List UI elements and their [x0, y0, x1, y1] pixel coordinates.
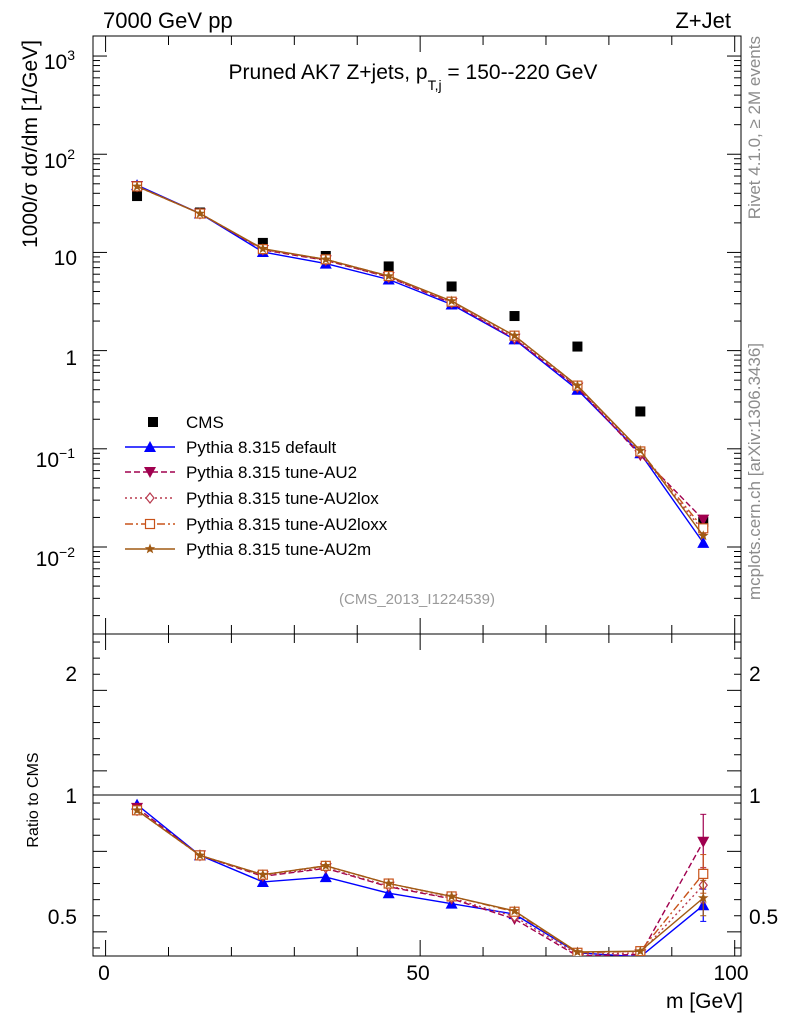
series-line — [136, 185, 704, 537]
main-y-axis-label: 1000/σ dσ/dm [1/GeV] — [19, 40, 42, 248]
data-point — [132, 191, 143, 202]
ratio-point — [698, 892, 709, 903]
ratio-line — [136, 809, 704, 956]
mcplots-label: mcplots.cern.ch [arXiv:1306.3436] — [745, 343, 764, 600]
legend-label-default: Pythia 8.315 default — [186, 438, 337, 457]
main-series-group — [131, 179, 710, 548]
title-prefix: Pruned AK7 Z+jets, p — [229, 61, 428, 84]
ratio-series-0 — [131, 798, 710, 956]
header-right: Z+Jet — [675, 8, 731, 33]
ytick-1: 1 — [65, 347, 77, 370]
ratio-ytick-2: 2 — [65, 663, 77, 686]
legend: CMS Pythia 8.315 default Pythia 8.315 tu… — [125, 413, 388, 559]
ytick-10: 10 — [54, 247, 77, 270]
series-line — [136, 185, 704, 532]
data-point — [697, 536, 710, 548]
ratio-point — [509, 905, 520, 916]
ratio-point — [698, 868, 709, 879]
data-point — [635, 445, 646, 455]
ratio-series-4 — [131, 804, 709, 956]
series-line — [136, 185, 704, 521]
ratio-line — [136, 809, 704, 954]
ratio-axis-ticks — [93, 634, 741, 956]
series-3 — [132, 180, 709, 538]
data-point — [572, 380, 583, 391]
x-axis-label: m [GeV] — [666, 990, 743, 1013]
legend-marker — [144, 518, 156, 530]
data-point — [509, 330, 520, 341]
ytick-1e2: 102 — [44, 146, 75, 173]
ratio-ytick-0.5: 0.5 — [48, 906, 77, 929]
legend-marker — [144, 441, 156, 452]
title-subscript: T,j — [428, 77, 442, 93]
data-point — [635, 406, 646, 417]
ratio-y-axis-label: Ratio to CMS — [25, 752, 42, 847]
ratio-series-1 — [131, 802, 710, 956]
ratio-point — [446, 890, 457, 901]
analysis-watermark: (CMS_2013_I1224539) — [339, 591, 495, 608]
ratio-series-group — [131, 798, 710, 956]
main-title: Pruned AK7 Z+jets, pT,j = 150--220 GeV — [229, 61, 598, 93]
ratio-point — [194, 849, 206, 860]
ratio-point — [320, 860, 331, 871]
data-point — [509, 311, 520, 322]
xtick-50: 50 — [406, 962, 429, 985]
data-point — [446, 295, 457, 306]
legend-label-au2lox: Pythia 8.315 tune-AU2lox — [186, 489, 379, 508]
data-point — [131, 180, 143, 191]
ratio-point — [131, 804, 143, 815]
rivet-version-label: Rivet 4.1.0, ≥ 2M events — [745, 36, 764, 219]
data-point — [194, 208, 206, 218]
legend-label-cms: CMS — [186, 413, 224, 432]
data-point — [572, 341, 583, 352]
ratio-point — [572, 946, 583, 956]
data-point — [698, 530, 709, 541]
ytick-1e-2: 10−2 — [36, 544, 76, 571]
data-point — [446, 281, 457, 292]
main-axis-ticks — [93, 36, 741, 634]
ratio-point — [635, 945, 646, 956]
ratio-line — [136, 804, 704, 956]
data-point — [383, 261, 394, 272]
legend-label-au2: Pythia 8.315 tune-AU2 — [186, 463, 357, 482]
ratio-line — [136, 807, 704, 956]
data-point — [257, 237, 268, 248]
ratio-ytick-1: 1 — [65, 785, 77, 808]
series-5 — [131, 180, 709, 541]
data-point — [257, 243, 269, 254]
xtick-0: 0 — [98, 962, 110, 985]
ratio-series-2 — [132, 804, 709, 956]
legend-label-au2m: Pythia 8.315 tune-AU2m — [186, 540, 371, 559]
data-point — [383, 270, 394, 281]
ratio-point — [383, 878, 394, 888]
data-point — [697, 514, 710, 526]
ytick-1e-1: 10−1 — [36, 445, 76, 472]
legend-marker — [144, 543, 156, 554]
ratio-ytick-right-1: 1 — [749, 785, 761, 808]
title-suffix: = 150--220 GeV — [442, 61, 598, 84]
ratio-ytick-right-2: 2 — [749, 663, 761, 686]
legend-marker — [148, 417, 158, 427]
legend-marker — [144, 467, 156, 478]
ratio-line — [136, 809, 704, 953]
data-point — [320, 253, 331, 264]
ratio-series-3 — [131, 805, 709, 956]
header-left: 7000 GeV pp — [103, 8, 233, 33]
legend-marks — [125, 417, 175, 554]
ytick-1e3: 103 — [44, 47, 75, 74]
xtick-100: 100 — [713, 962, 748, 985]
legend-label-au2loxx: Pythia 8.315 tune-AU2loxx — [186, 515, 388, 534]
legend-marker — [145, 492, 155, 504]
ratio-ytick-right-0.5: 0.5 — [749, 906, 778, 929]
ratio-point — [697, 836, 710, 848]
ratio-point — [257, 869, 269, 880]
ratio-point — [319, 871, 332, 883]
